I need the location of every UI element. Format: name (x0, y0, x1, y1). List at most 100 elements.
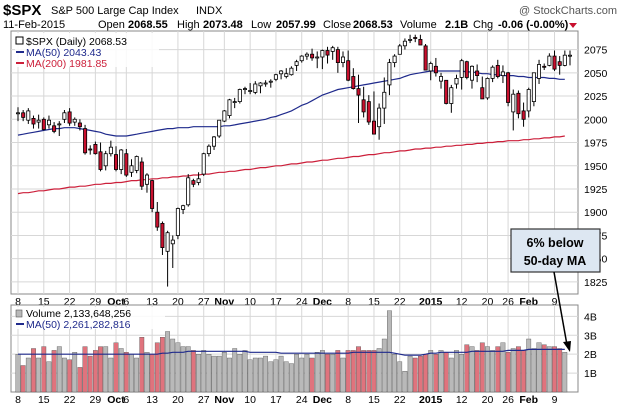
candle-legend-icon (15, 36, 24, 45)
candle-body (222, 110, 227, 122)
candle (449, 84, 454, 113)
x-tick-label: 12 (456, 296, 468, 308)
candle-body (320, 50, 325, 58)
candle (36, 114, 41, 129)
candle (335, 46, 340, 73)
volume-bar (521, 350, 527, 393)
candle (222, 109, 227, 123)
volume-bar (56, 346, 62, 393)
volume-bar (330, 354, 336, 393)
candle (160, 221, 165, 255)
candle (387, 58, 392, 96)
candle (418, 34, 423, 46)
candle (325, 46, 330, 64)
candle-body (315, 56, 320, 59)
volume-bar (531, 348, 537, 393)
annotation: 6% below 50-day MA (510, 228, 601, 352)
volume-bar (227, 357, 232, 393)
candle (552, 50, 557, 71)
candle-body (41, 118, 46, 130)
volume-bar (289, 363, 294, 393)
x-tick-label: 8 (15, 296, 21, 308)
candle (294, 59, 299, 71)
down-arrow-icon (569, 23, 577, 28)
y-tick-label: 1925 (584, 184, 608, 196)
volume-value: 2.1B (445, 19, 468, 31)
candle (511, 89, 516, 131)
y-tick-label: 1825 (584, 277, 608, 289)
candle-body (459, 60, 464, 78)
candle-body (26, 110, 31, 121)
candle-body (181, 205, 186, 210)
candle-body (191, 180, 196, 185)
candle-body (62, 112, 67, 120)
candle-body (36, 119, 41, 123)
candle (263, 80, 268, 87)
volume-bar (98, 346, 103, 393)
volume-bar (325, 354, 330, 393)
candle-body (542, 65, 547, 68)
legend-vol-ma50: MA(50) 2,261,282,816 (26, 319, 131, 331)
x-tick-label: 27 (198, 296, 210, 308)
volume-bar (304, 354, 310, 393)
volume-bar (118, 348, 124, 393)
candle-body (273, 74, 278, 80)
candle (299, 55, 304, 63)
volume-bars (15, 310, 568, 393)
volume-bar (175, 342, 181, 393)
high-value: 2073.48 (203, 19, 243, 31)
candle-body (21, 112, 26, 118)
x-tick-label: 22 (64, 296, 76, 308)
candle (521, 102, 526, 127)
candle (139, 157, 144, 190)
candle (526, 87, 531, 118)
candle (253, 81, 258, 95)
y-tick-label: 2075 (584, 45, 608, 57)
candle-body (186, 177, 191, 206)
candle (531, 72, 536, 107)
volume-bar (433, 354, 439, 393)
volume-bar (62, 357, 67, 393)
candle (454, 74, 459, 89)
candle (423, 44, 428, 71)
exchange: INDX (196, 5, 223, 17)
volume-bar (165, 331, 170, 393)
x-tick-label: 20 (482, 296, 494, 308)
candle-body (47, 119, 52, 126)
volume-bar (77, 367, 83, 393)
volume-bar (72, 352, 78, 393)
volume-bar (397, 361, 403, 393)
candle-body (351, 76, 356, 90)
volume-bar (438, 350, 444, 393)
volume-bar (557, 348, 563, 393)
x-tick-label: Dec (313, 394, 332, 406)
candle-body (449, 87, 454, 104)
candle-body (72, 118, 77, 123)
price-legend: $SPX (Daily) 2068.53 MA(50) 2043.43 MA(2… (15, 33, 159, 70)
candle-body (253, 83, 258, 93)
x-tick-label: 9 (552, 394, 558, 406)
volume-bar (237, 354, 243, 393)
candle-body (397, 45, 402, 55)
candle-body (304, 53, 309, 57)
candle-body (263, 82, 268, 85)
candle (129, 159, 134, 177)
volume-bar (469, 346, 475, 393)
candle (315, 51, 320, 69)
candle-body (433, 65, 438, 74)
candle (191, 178, 196, 188)
volume-bar (67, 359, 73, 393)
x-tick-label: 24 (296, 296, 308, 308)
volume-bar (371, 350, 377, 393)
volume-bar (459, 354, 464, 393)
candle (206, 144, 211, 157)
candle-body (175, 208, 180, 236)
candle-body (387, 62, 392, 86)
candle (170, 235, 175, 268)
candle-body (237, 89, 242, 103)
candle-body (15, 112, 20, 115)
candle-body (211, 136, 216, 147)
volume-bar (185, 346, 191, 393)
candle-body (377, 107, 382, 128)
